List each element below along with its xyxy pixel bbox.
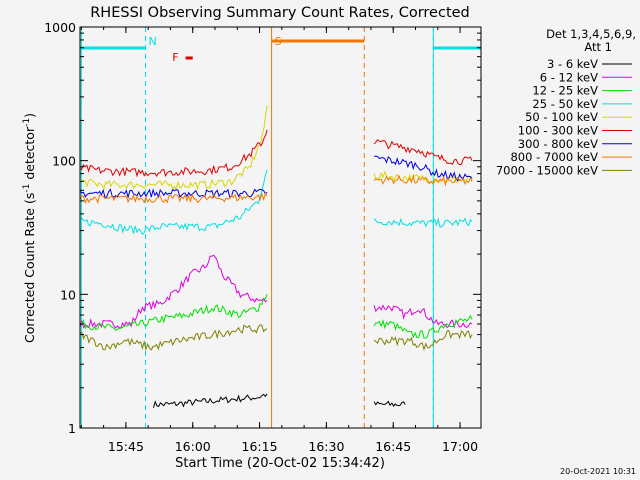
annotation-saa-marker: S: [275, 35, 282, 48]
y-axis-label-end: ): [22, 113, 37, 118]
series-line-8-segment-0: [79, 324, 268, 352]
series-line-7-segment-0: [79, 191, 268, 205]
x-tick-label: 17:00: [442, 439, 478, 454]
series-line-2-segment-0: [79, 294, 268, 331]
footer-date-stamp: 20-Oct-2021 10:31: [560, 467, 636, 476]
y-tick-label: 1000: [44, 20, 76, 35]
legend-label: 50 - 100 keV: [525, 110, 598, 124]
x-tick-label: 16:15: [242, 439, 278, 454]
series-line-3-segment-1: [373, 217, 473, 228]
series-line-4-segment-0: [79, 105, 268, 191]
legend-label: 6 - 12 keV: [540, 70, 598, 84]
x-axis-label: Start Time (20-Oct-02 15:34:42): [175, 456, 385, 471]
legend-label: 25 - 50 keV: [532, 97, 598, 111]
x-tick-label: 16:00: [175, 439, 211, 454]
legend-label: 3 - 6 keV: [547, 57, 598, 71]
legend-label: 12 - 25 keV: [532, 84, 598, 98]
series-line-1-segment-0: [79, 254, 268, 329]
y-tick-label: 100: [52, 154, 76, 169]
y-axis-label: Corrected Count Rate (s-1 detector-1): [22, 113, 37, 343]
legend-label: 7000 - 15000 keV: [496, 163, 598, 177]
annotation-flare-marker: F: [172, 51, 178, 64]
chart-title: RHESSI Observing Summary Count Rates, Co…: [90, 5, 470, 21]
plot-frame: [79, 26, 482, 429]
series-line-6-segment-1: [374, 155, 473, 182]
y-tick-label: 10: [60, 287, 76, 302]
y-axis-label-sup1: -1: [22, 184, 32, 193]
series-line-6-segment-0: [79, 188, 268, 199]
plot-area: N F S: [79, 27, 482, 428]
legend-header-2: Att 1: [584, 40, 612, 54]
y-tick-label: 1: [68, 421, 76, 436]
axis-ticks: 15:45 16:00 16:15 16:30 16:45 17:00 1 10 100 1000: [44, 20, 481, 454]
y-axis-label-main: Corrected Count Rate (s: [22, 193, 37, 343]
y-axis-label-mid: detector: [22, 126, 37, 184]
legend-header-1: Det 1,3,4,5,6,9,: [546, 27, 636, 41]
annotation-night-marker: N: [148, 35, 156, 48]
x-tick-label: 16:30: [308, 439, 344, 454]
legend-label: 300 - 800 keV: [518, 137, 598, 151]
series-line-8-segment-1: [373, 330, 473, 352]
series-line-0-segment-1: [373, 400, 406, 408]
x-tick-label: 15:45: [108, 439, 144, 454]
legend-label: 100 - 300 keV: [518, 124, 598, 138]
series-line-0-segment-0: [153, 393, 268, 408]
legend-label: 800 - 7000 keV: [510, 150, 598, 164]
series-line-3-segment-0: [79, 169, 268, 236]
series-line-5-segment-0: [79, 129, 268, 178]
series-line-7-segment-1: [373, 174, 473, 187]
series-line-2-segment-1: [373, 314, 473, 339]
x-tick-label: 16:45: [375, 439, 411, 454]
y-axis-label-sup2: -1: [22, 118, 32, 127]
series-line-5-segment-1: [373, 138, 473, 166]
